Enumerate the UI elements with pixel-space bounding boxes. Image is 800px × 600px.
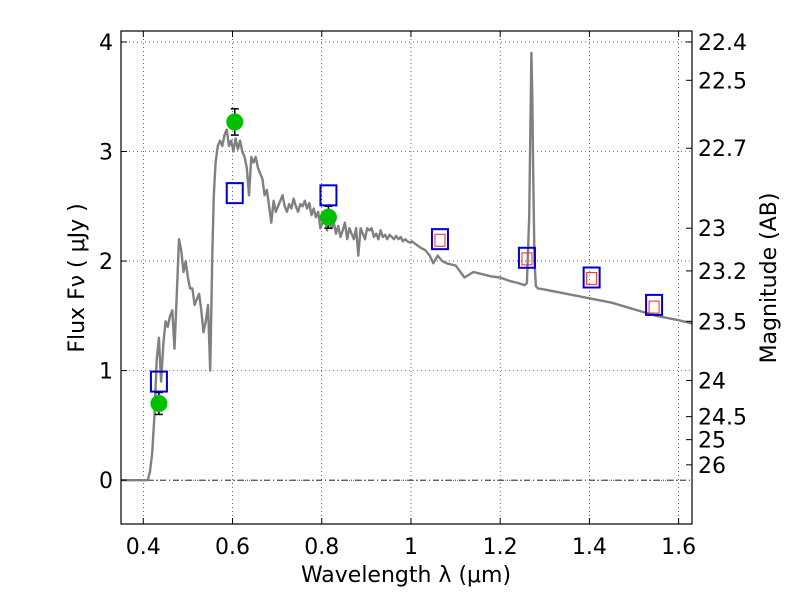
right-tick-label: 26 <box>698 454 726 479</box>
y-tick-label: 1 <box>99 360 113 385</box>
model-photometry-square <box>149 370 168 393</box>
upper-limit-square <box>648 300 660 314</box>
y-tick-label: 0 <box>99 469 113 494</box>
observed-point <box>319 208 337 226</box>
x-tick-label: 0.6 <box>215 535 250 560</box>
right-tick-label: 22.5 <box>698 69 747 94</box>
right-tick-label: 22.7 <box>698 137 747 162</box>
model-photometry-square <box>319 184 338 207</box>
y-axis-label: Flux Fν ( μJy ) <box>65 203 90 352</box>
grid-lines <box>121 31 692 524</box>
y-tick-label: 2 <box>99 250 113 275</box>
right-tick-label: 22.4 <box>698 31 747 56</box>
model-photometry-square <box>645 293 664 316</box>
right-tick-label: 23.2 <box>698 260 747 285</box>
model-photometry-square <box>225 182 244 205</box>
right-tick-label: 25 <box>698 429 726 454</box>
x-tick-label: 0.8 <box>304 535 339 560</box>
x-tick-label: 1.6 <box>661 535 696 560</box>
model-photometry-square <box>582 266 601 289</box>
x-tick-label: 1 <box>404 535 418 560</box>
x-tick-label: 1.2 <box>483 535 518 560</box>
observed-point <box>150 394 168 412</box>
upper-limit-square <box>521 252 533 266</box>
y-tick-label: 3 <box>99 141 113 166</box>
observed-point <box>226 113 244 131</box>
x-axis-label: Wavelength λ (μm) <box>301 563 511 588</box>
upper-limit-square <box>586 272 598 286</box>
model-photometry-square <box>430 228 449 251</box>
right-tick-label: 24 <box>698 369 726 394</box>
x-tick-label: 1.4 <box>572 535 607 560</box>
right-tick-label: 23 <box>698 217 726 242</box>
upper-limit-square <box>434 233 446 247</box>
plot-frame <box>120 30 693 525</box>
right-axis-label: Magnitude (AB) <box>757 193 782 364</box>
model-sed-line <box>121 51 693 482</box>
y-tick-label: 4 <box>99 31 113 56</box>
model-photometry-square <box>517 246 536 269</box>
x-tick-label: 0.4 <box>126 535 161 560</box>
right-tick-label: 24.5 <box>698 406 747 431</box>
series-layer <box>121 51 693 482</box>
right-tick-label: 23.5 <box>698 310 747 335</box>
